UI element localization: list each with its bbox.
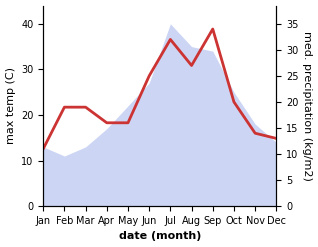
X-axis label: date (month): date (month) [119, 231, 201, 242]
Y-axis label: max temp (C): max temp (C) [5, 67, 16, 144]
Y-axis label: med. precipitation (kg/m2): med. precipitation (kg/m2) [302, 31, 313, 181]
